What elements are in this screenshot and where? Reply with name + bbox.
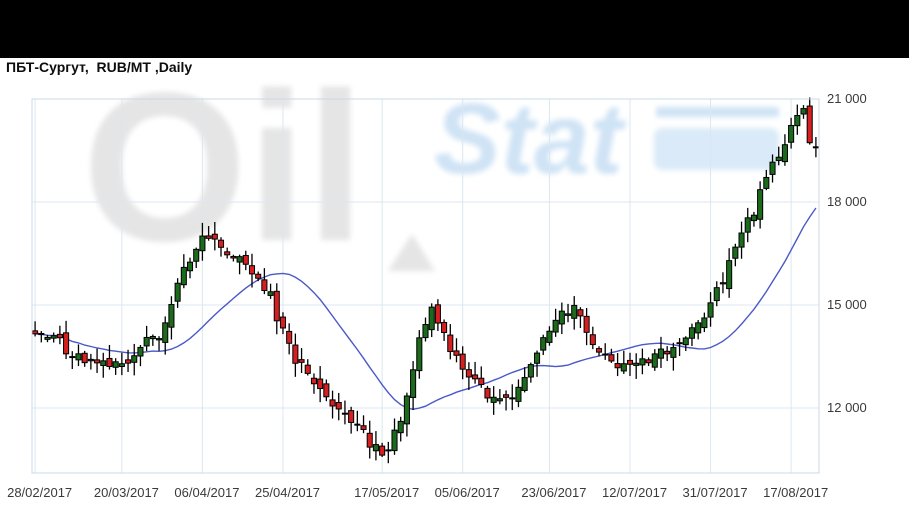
svg-text:18 000: 18 000: [827, 194, 867, 209]
svg-text:31/07/2017: 31/07/2017: [683, 485, 748, 500]
svg-text:15 000: 15 000: [827, 297, 867, 312]
svg-text:06/04/2017: 06/04/2017: [174, 485, 239, 500]
svg-text:12/07/2017: 12/07/2017: [602, 485, 667, 500]
svg-text:20/03/2017: 20/03/2017: [94, 485, 159, 500]
svg-text:12 000: 12 000: [827, 400, 867, 415]
svg-text:17/08/2017: 17/08/2017: [763, 485, 828, 500]
svg-text:28/02/2017: 28/02/2017: [7, 485, 72, 500]
svg-text:05/06/2017: 05/06/2017: [435, 485, 500, 500]
svg-text:21 000: 21 000: [827, 91, 867, 106]
svg-text:23/06/2017: 23/06/2017: [521, 485, 586, 500]
svg-text:25/04/2017: 25/04/2017: [255, 485, 320, 500]
svg-text:17/05/2017: 17/05/2017: [354, 485, 419, 500]
svg-text:Oil: Oil: [82, 48, 365, 285]
